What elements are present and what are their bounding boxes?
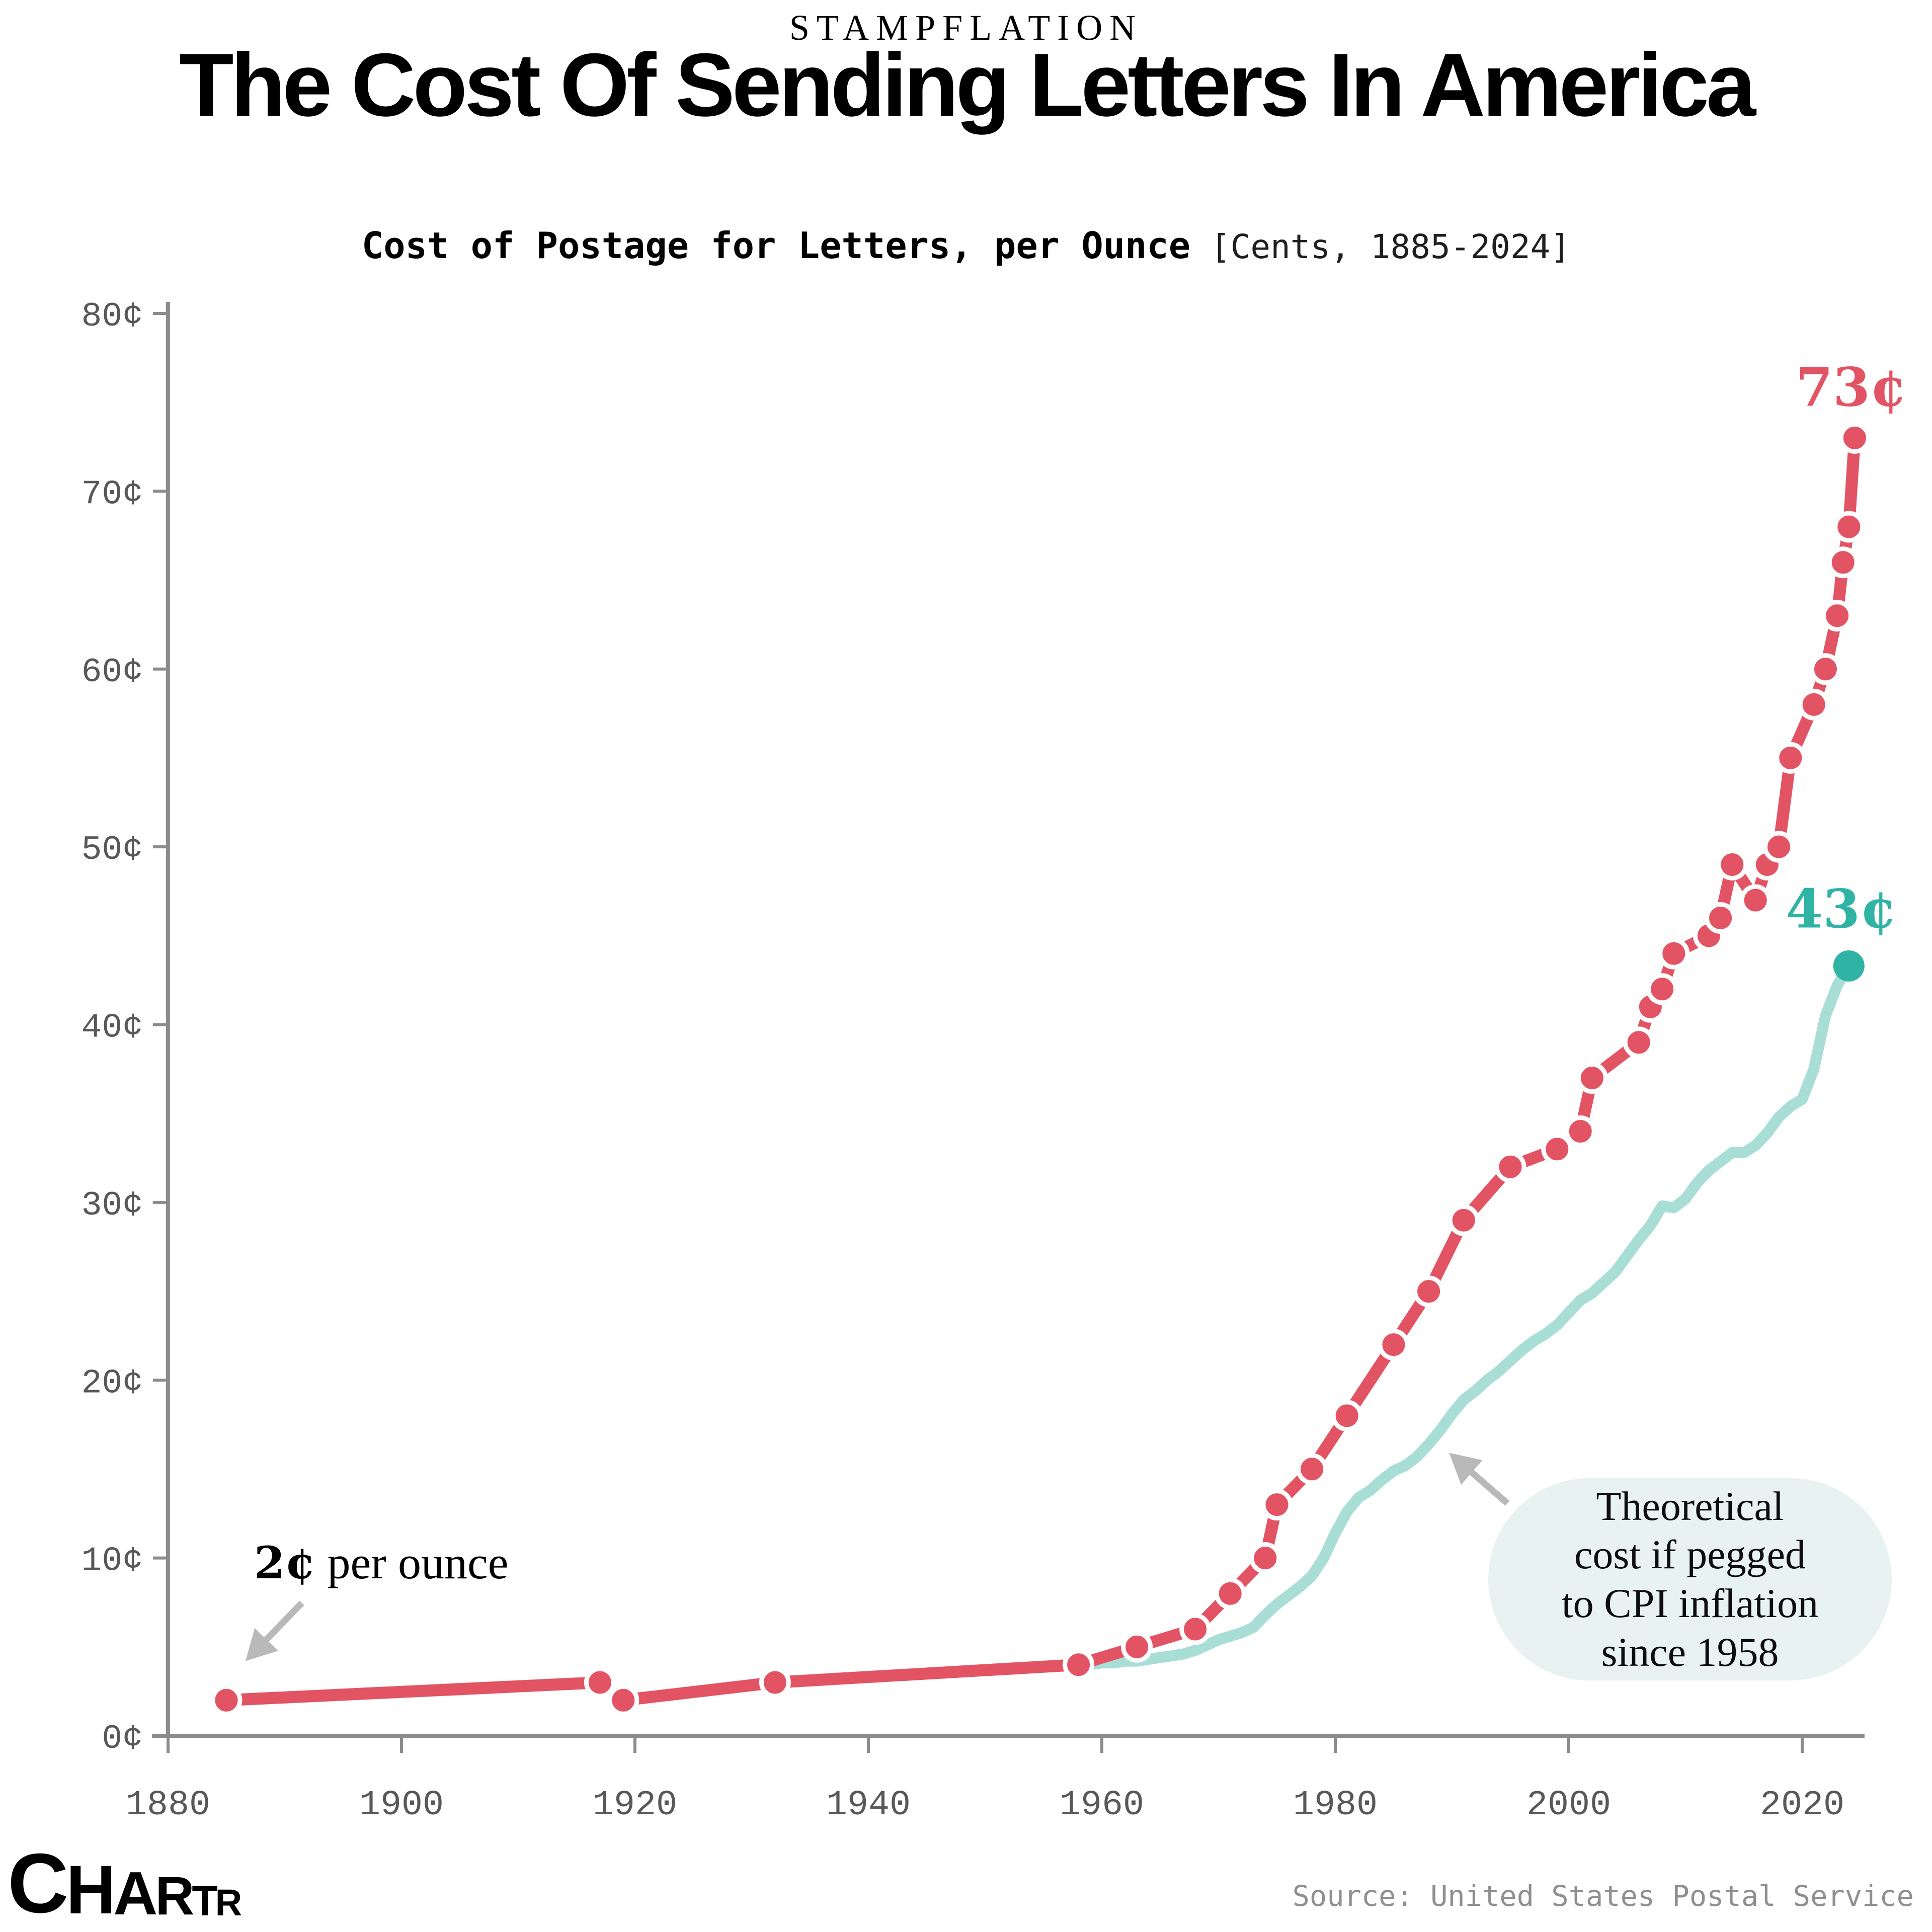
actual-postage-data-point — [1821, 600, 1854, 632]
x-axis-tick-label: 1980 — [1293, 1786, 1378, 1825]
actual-postage-data-point — [1658, 937, 1690, 970]
actual-postage-data-point — [1623, 1026, 1655, 1059]
actual-series-end-value-label: 73¢ — [1796, 355, 1907, 419]
y-axis-tick-label: 80¢ — [82, 297, 143, 336]
actual-postage-data-point — [1179, 1613, 1212, 1645]
y-axis-tick-label: 60¢ — [82, 653, 143, 692]
chart-subtitle-range: [Cents, 1885-2024] — [1210, 227, 1571, 266]
y-axis-tick-label: 0¢ — [102, 1720, 143, 1758]
cpi-callout-bubble: Theoretical cost if pegged to CPI inflat… — [1488, 1478, 1892, 1680]
kicker-text: STAMPFLATION — [789, 8, 1143, 48]
actual-postage-data-point — [1798, 688, 1830, 720]
cpi-callout-line: since 1958 — [1601, 1629, 1779, 1675]
chartr-logo-letter: A — [113, 1859, 157, 1927]
y-axis-tick-label: 50¢ — [82, 831, 143, 869]
cpi-callout-line: cost if pegged — [1574, 1532, 1806, 1578]
y-axis-tick-label: 30¢ — [82, 1186, 143, 1225]
source-credit: Source: United States Postal Service — [1292, 1880, 1914, 1913]
actual-postage-data-point — [1763, 831, 1795, 863]
first-point-value: 2¢ — [254, 1537, 316, 1589]
x-axis-tick-label: 1900 — [359, 1786, 444, 1825]
x-axis-tick-label: 2020 — [1760, 1786, 1844, 1825]
cpi-callout-line: to CPI inflation — [1561, 1580, 1819, 1626]
actual-postage-data-point — [584, 1666, 616, 1699]
x-axis-tick-label: 1920 — [593, 1786, 677, 1825]
actual-postage-data-point — [1494, 1151, 1526, 1183]
cpi-series-end-value-label: 43¢ — [1786, 877, 1897, 940]
chartr-logo-letter: C — [8, 1836, 68, 1931]
actual-postage-data-point — [1296, 1453, 1328, 1485]
actual-postage-data-point — [1705, 902, 1737, 934]
x-axis-tick-label: 1940 — [826, 1786, 911, 1825]
y-axis-tick-label: 10¢ — [82, 1542, 143, 1581]
chart-subtitle: Cost of Postage for Letters, per Ounce [… — [0, 224, 1932, 267]
actual-postage-data-point — [1809, 653, 1841, 685]
actual-postage-data-point — [1564, 1115, 1596, 1147]
actual-postage-data-point — [1775, 742, 1807, 774]
actual-postage-data-point — [1249, 1542, 1281, 1574]
actual-postage-data-point — [607, 1684, 639, 1716]
chart-subtitle-main: Cost of Postage for Letters, per Ounce — [361, 224, 1191, 267]
page-title: The Cost Of Sending Letters In America — [179, 35, 1756, 135]
chartr-logo-letter: T — [192, 1877, 217, 1925]
cpi-callout-arrow — [1449, 1453, 1510, 1506]
actual-postage-data-point — [1838, 422, 1871, 454]
x-axis-tick-label: 1880 — [126, 1786, 210, 1825]
actual-postage-data-point — [1541, 1133, 1573, 1165]
cpi-callout-line: Theoretical — [1596, 1483, 1784, 1529]
actual-postage-data-point — [1646, 973, 1678, 1005]
chartr-logo-letter: H — [66, 1851, 116, 1928]
y-axis-tick-label: 70¢ — [82, 475, 143, 514]
actual-postage-data-point — [1447, 1204, 1480, 1236]
first-point-text: per ounce — [315, 1537, 509, 1588]
actual-postage-data-point — [1121, 1631, 1153, 1663]
cpi-theoretical-line — [1073, 960, 1855, 1670]
chart-subtitle-note — [1190, 227, 1211, 266]
chartr-logo-letter: R — [215, 1882, 243, 1924]
actual-postage-data-point — [1716, 849, 1748, 880]
cpi-line-end-dot — [1833, 950, 1865, 982]
chartr-logo-letter: R — [155, 1865, 194, 1926]
x-axis-tick-label: 2000 — [1526, 1786, 1611, 1825]
y-axis-tick-label: 20¢ — [82, 1364, 143, 1403]
actual-postage-data-point — [1827, 546, 1859, 579]
actual-postage-data-point — [1378, 1329, 1410, 1361]
actual-postage-data-point — [1413, 1275, 1445, 1308]
actual-postage-data-point — [1576, 1062, 1608, 1094]
x-axis-tick-label: 1960 — [1060, 1786, 1144, 1825]
actual-postage-data-point — [1739, 884, 1772, 916]
actual-postage-data-point — [1214, 1577, 1246, 1609]
first-point-arrow — [245, 1600, 304, 1661]
actual-postage-data-point — [1261, 1489, 1293, 1521]
first-point-annotation: 2¢ per ounce — [254, 1536, 509, 1589]
actual-postage-data-point — [1833, 511, 1865, 543]
actual-postage-data-point — [1331, 1400, 1363, 1432]
actual-postage-data-point — [1063, 1649, 1095, 1681]
actual-postage-data-point — [759, 1666, 791, 1699]
y-axis-tick-label: 40¢ — [82, 1009, 143, 1048]
actual-postage-data-point — [210, 1684, 243, 1716]
